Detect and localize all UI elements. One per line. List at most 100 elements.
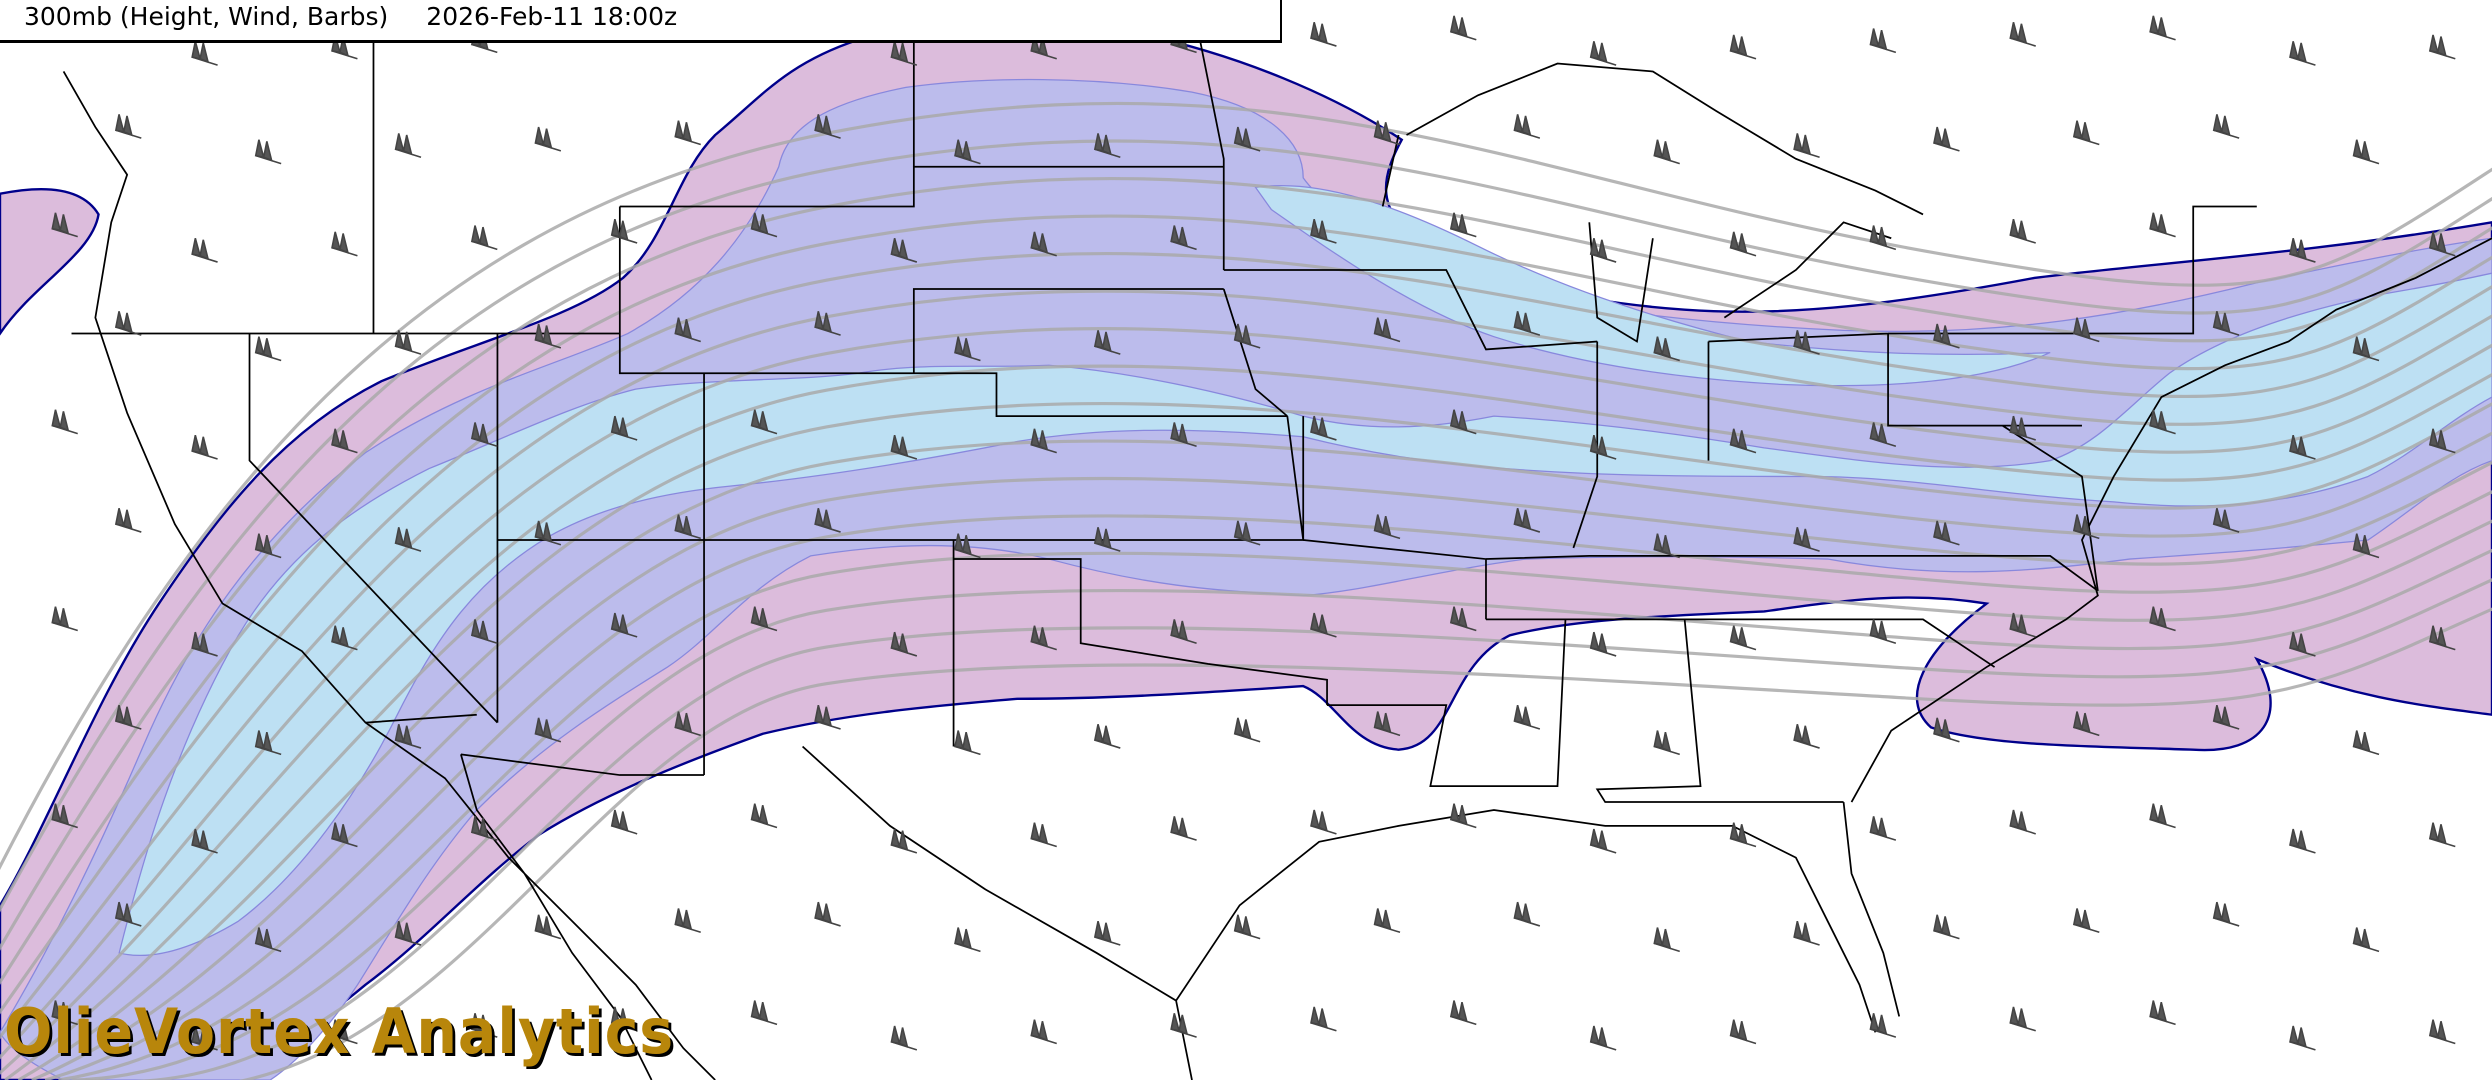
wind-barb <box>1589 434 1617 460</box>
wind-barb <box>1513 311 1541 336</box>
wind-barb <box>610 1006 638 1032</box>
height-contour <box>85 578 2492 1080</box>
wind-barb <box>2149 1000 2176 1026</box>
wind-barb <box>2352 730 2380 756</box>
wind-barb <box>1030 1019 1057 1045</box>
height-contour <box>71 548 2492 1080</box>
wind-barb <box>114 508 142 533</box>
wind-barb <box>1310 612 1337 638</box>
wind-barb <box>1653 336 1680 362</box>
wind-barb <box>1093 920 1121 946</box>
wind-barb <box>674 908 701 934</box>
wind-barb <box>191 238 218 263</box>
wind-barb <box>1869 816 1897 841</box>
wind-barb <box>1449 212 1477 238</box>
wind-barb <box>1589 238 1617 263</box>
wind-barb <box>2289 434 2316 460</box>
wind-barb <box>1233 520 1261 546</box>
wind-band-outer-west <box>0 187 100 336</box>
wind-barb <box>2149 803 2176 829</box>
wind-barb <box>1310 22 1337 47</box>
wind-barb <box>1373 711 1401 737</box>
wind-barb <box>1030 822 1057 848</box>
wind-barb <box>750 212 778 238</box>
wind-barb <box>814 114 841 139</box>
wind-barb <box>954 730 981 756</box>
wind-barb <box>674 120 701 146</box>
wind-barb <box>1233 323 1261 349</box>
wind-barb <box>610 415 638 441</box>
height-contour <box>0 327 2492 1060</box>
wind-barb <box>1373 908 1401 934</box>
product-label: 300mb (Height, Wind, Barbs) <box>24 2 389 31</box>
wind-barb <box>1310 1006 1337 1032</box>
wind-barb <box>1793 724 1820 749</box>
wind-barb <box>814 311 841 336</box>
wind-barb <box>534 914 562 940</box>
wind-barb <box>890 434 918 460</box>
wind-barb <box>2428 625 2456 651</box>
wind-band-core-north <box>1254 184 2051 387</box>
height-contour <box>0 176 2492 951</box>
wind-barb <box>1030 625 1057 651</box>
wind-barb <box>890 631 918 657</box>
wind-barb <box>51 409 78 435</box>
wind-barb <box>2149 606 2176 632</box>
coastlines <box>62 62 2492 1080</box>
wind-barb <box>51 1000 78 1026</box>
wind-barb <box>1933 323 1960 349</box>
wind-barb <box>1653 139 1680 165</box>
wind-barb <box>2072 711 2100 737</box>
wind-barb <box>51 212 78 238</box>
brand-logo: OlieVortex Analytics <box>4 995 675 1068</box>
wind-barb <box>890 828 918 854</box>
wind-barb <box>1513 114 1541 139</box>
wind-barb <box>2352 139 2380 165</box>
wind-barb <box>610 809 638 835</box>
wind-barb <box>750 803 778 829</box>
wind-barb <box>954 336 981 362</box>
wind-barb <box>1093 133 1121 158</box>
wind-barb <box>2212 901 2240 927</box>
height-contour <box>0 101 2492 870</box>
wind-barb <box>1170 225 1197 251</box>
wind-barb <box>2428 428 2456 454</box>
wind-barb <box>254 336 282 362</box>
wind-barb <box>394 920 422 946</box>
wind-barb <box>2072 514 2100 540</box>
wind-barb <box>1793 920 1820 946</box>
wind-barb <box>2149 15 2176 41</box>
wind-barb <box>1513 508 1541 533</box>
wind-barb <box>814 901 841 927</box>
wind-barb <box>1869 28 1897 54</box>
wind-barb <box>2009 809 2036 835</box>
wind-barb <box>470 816 498 841</box>
wind-barb <box>1793 133 1820 158</box>
wind-barb <box>2212 114 2240 139</box>
wind-barb <box>114 901 142 927</box>
wind-barb <box>2289 238 2316 263</box>
wind-barbs <box>51 15 2456 1051</box>
wind-barb <box>191 434 218 460</box>
wind-barb <box>191 631 218 657</box>
wind-barb <box>2212 704 2240 730</box>
wind-barb <box>1449 606 1477 632</box>
wind-barb <box>2009 22 2036 47</box>
height-contour <box>31 460 2492 1080</box>
wind-barb <box>534 126 562 152</box>
wind-barb <box>1373 120 1401 146</box>
height-contour <box>44 490 2492 1080</box>
wind-barb <box>2352 336 2380 362</box>
height-contour <box>0 139 2492 913</box>
wind-barb <box>394 724 422 749</box>
wind-barb <box>1589 41 1617 66</box>
wind-barb <box>1030 231 1057 257</box>
wind-barb <box>1933 914 1960 940</box>
wind-barb <box>534 717 562 743</box>
wind-barb <box>1170 619 1197 644</box>
western-states <box>71 39 1598 776</box>
wind-barb <box>191 41 218 66</box>
wind-barb <box>470 225 498 251</box>
